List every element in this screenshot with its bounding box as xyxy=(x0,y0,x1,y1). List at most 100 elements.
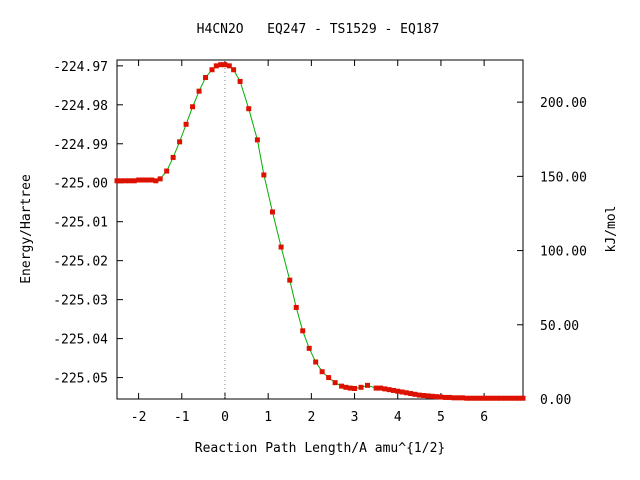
x-tick-label: 1 xyxy=(264,410,272,425)
data-point xyxy=(269,209,275,215)
data-point xyxy=(306,345,312,351)
y-tick-label: -224.97 xyxy=(53,60,108,75)
data-point xyxy=(386,387,392,393)
data-point xyxy=(481,395,487,401)
data-point xyxy=(358,384,364,390)
data-point xyxy=(365,382,371,388)
data-point xyxy=(293,304,299,310)
y-tick-label: -225.01 xyxy=(53,216,108,231)
data-point xyxy=(114,178,120,184)
data-point xyxy=(261,172,267,178)
data-point xyxy=(209,67,215,73)
data-point xyxy=(390,387,396,393)
y-tick-label: -225.05 xyxy=(53,372,108,387)
plot-frame xyxy=(116,59,524,400)
data-point xyxy=(472,395,478,401)
y-tick-label: -224.99 xyxy=(53,138,108,153)
axis-ticks: -2 -1 0 1 2 3 4 5 6 -224.97 -224.98 -224.99 -225.00 -… xyxy=(53,60,587,425)
y-tick-label: -225.00 xyxy=(53,177,108,192)
x-tick-label: 5 xyxy=(437,410,445,425)
x-tick-label: 2 xyxy=(307,410,315,425)
data-point xyxy=(183,121,189,127)
x-tick-label: -1 xyxy=(174,410,190,425)
data-point xyxy=(177,139,183,145)
x-axis-label: Reaction Path Length/A amu^{1/2} xyxy=(195,441,445,456)
chart-title: H4CN2O EQ247 - TS1529 - EQ187 xyxy=(197,22,440,37)
data-point xyxy=(231,67,237,73)
x-tick-label: 4 xyxy=(394,410,402,425)
data-point xyxy=(153,178,159,184)
data-point xyxy=(507,395,513,401)
y2-tick-label: 0.00 xyxy=(540,393,571,408)
data-point xyxy=(222,62,228,68)
data-point xyxy=(196,88,202,94)
x-tick-label: 0 xyxy=(221,410,229,425)
y2-tick-label: 150.00 xyxy=(540,170,587,185)
data-point xyxy=(395,388,401,394)
data-point xyxy=(408,391,414,397)
y2-tick-label: 100.00 xyxy=(540,245,587,260)
data-point xyxy=(511,395,517,401)
y-tick-label: -224.98 xyxy=(53,99,108,114)
data-point xyxy=(136,177,142,183)
data-point xyxy=(190,104,196,110)
data-point xyxy=(412,391,418,397)
data-point xyxy=(373,385,379,391)
data-point xyxy=(464,395,470,401)
data-point xyxy=(319,369,325,375)
data-point xyxy=(447,394,453,400)
data-point xyxy=(300,328,306,334)
data-point xyxy=(118,178,124,184)
energy-curve xyxy=(117,64,523,399)
data-point xyxy=(498,395,504,401)
data-point xyxy=(237,78,243,84)
x-tick-label: 3 xyxy=(351,410,359,425)
data-point xyxy=(403,390,409,396)
data-point xyxy=(157,176,163,182)
data-point xyxy=(213,63,219,69)
data-point xyxy=(127,178,133,184)
data-point xyxy=(442,394,448,400)
data-point xyxy=(460,395,466,401)
data-point xyxy=(339,383,345,389)
data-point xyxy=(494,395,500,401)
data-point xyxy=(203,75,209,81)
data-point xyxy=(451,395,457,401)
y-axis-label: Energy/Hartree xyxy=(19,174,34,284)
data-point xyxy=(218,62,224,68)
data-point xyxy=(254,137,260,143)
data-point xyxy=(503,395,509,401)
data-point xyxy=(287,277,293,283)
x-tick-label: -2 xyxy=(131,410,147,425)
data-point xyxy=(377,385,383,391)
data-point xyxy=(477,395,483,401)
data-point xyxy=(170,154,176,160)
data-point xyxy=(144,177,150,183)
data-point xyxy=(416,392,422,398)
y-tick-label: -225.02 xyxy=(53,255,108,270)
data-point xyxy=(485,395,491,401)
data-point xyxy=(278,244,284,250)
data-point xyxy=(438,394,444,400)
data-point xyxy=(140,177,146,183)
x-tick-label: 6 xyxy=(480,410,488,425)
data-point xyxy=(490,395,496,401)
data-points xyxy=(114,62,526,401)
data-point xyxy=(520,395,526,401)
y2-tick-label: 200.00 xyxy=(540,96,587,111)
data-point xyxy=(332,380,338,386)
data-point xyxy=(382,386,388,392)
y-tick-label: -225.03 xyxy=(53,294,108,309)
data-point xyxy=(326,375,332,381)
data-point xyxy=(429,393,435,399)
data-point xyxy=(352,385,358,391)
data-point xyxy=(246,106,252,112)
data-point xyxy=(313,359,319,365)
y2-axis-label: kJ/mol xyxy=(604,206,619,253)
y2-tick-label: 50.00 xyxy=(540,319,579,334)
data-point xyxy=(164,168,170,174)
data-point xyxy=(226,63,232,69)
data-point xyxy=(149,177,155,183)
data-point xyxy=(468,395,474,401)
